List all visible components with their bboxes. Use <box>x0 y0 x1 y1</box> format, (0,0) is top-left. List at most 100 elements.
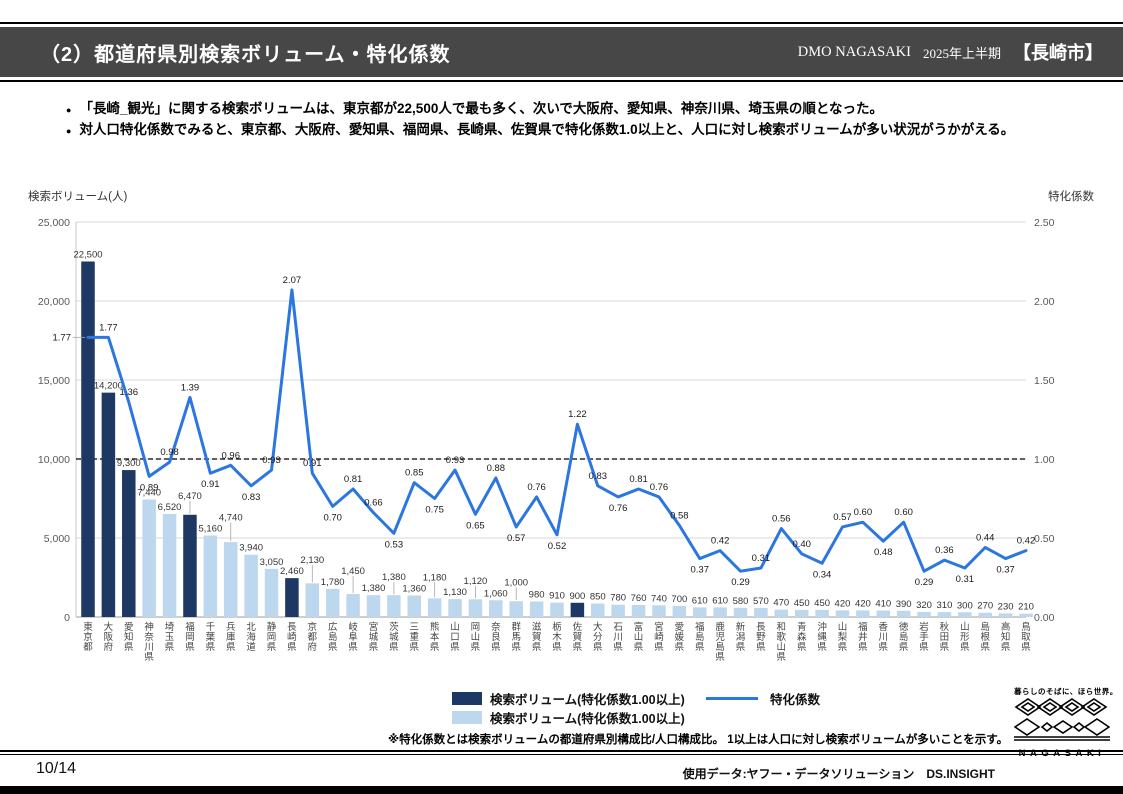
bar <box>346 594 360 617</box>
x-axis-label: 山口県 <box>450 622 460 653</box>
bar <box>978 612 992 617</box>
line-value-label: 0.81 <box>629 474 648 485</box>
bar <box>489 600 503 617</box>
x-axis-label: 香川県 <box>879 622 889 653</box>
bullet-icon: ● <box>66 105 72 115</box>
line-value-label: 0.88 <box>487 463 506 474</box>
bar <box>631 604 646 617</box>
line-value-label: 0.37 <box>690 565 709 576</box>
legend-swatch-dark <box>452 691 482 705</box>
x-axis-label: 兵庫県 <box>226 621 236 653</box>
line-value-label: 2.07 <box>283 275 302 286</box>
combo-chart: 0 0.00 5,000 0.50 10,000 1.00 15,000 1.50 20,000… <box>26 186 1098 692</box>
bar <box>325 588 340 617</box>
legend-item-line: 特化係数 <box>706 691 820 707</box>
left-axis-tick: 10,000 <box>38 454 70 466</box>
line-value-label: 0.57 <box>833 512 852 523</box>
line-value-label: 0.40 <box>792 539 811 550</box>
line-value-label: 0.81 <box>344 474 363 485</box>
period-text: 2025年上半期 <box>922 45 1001 61</box>
bar <box>774 609 789 617</box>
x-axis-label: 東京都 <box>83 621 93 653</box>
line-value-label: 0.96 <box>221 450 240 461</box>
bar <box>591 603 605 617</box>
bar-value-label: 1,120 <box>464 576 488 587</box>
right-axis-tick: 0.50 <box>1034 533 1055 545</box>
bar-value-label: 760 <box>631 593 647 604</box>
x-axis-label: 滋賀県 <box>532 621 542 653</box>
bar <box>81 261 95 617</box>
bullet-item: ● 対人口特化係数でみると、東京都、大阪府、愛知県、福岡県、長崎県、佐賀県で特化… <box>66 120 1070 141</box>
bar <box>713 607 727 617</box>
x-axis-label: 広島県 <box>328 621 338 653</box>
right-axis-tick: 1.00 <box>1034 454 1055 466</box>
line-value-label: 0.29 <box>915 577 934 588</box>
bar <box>244 554 258 617</box>
legend-item-bar-high: 検索ボリューム(特化係数1.00以上) <box>452 691 685 707</box>
bar <box>958 612 972 617</box>
x-axis-label: 埼玉県 <box>165 621 175 653</box>
bar <box>896 610 911 617</box>
coefficient-line <box>86 288 1028 573</box>
brand-text: DMO NAGASAKI <box>797 43 911 60</box>
bar <box>162 513 177 617</box>
x-axis-label: 岐阜県 <box>348 621 358 653</box>
bottom-bar <box>0 786 1123 794</box>
bar <box>794 609 809 617</box>
line-value-label: 0.93 <box>262 455 281 466</box>
legend-line-swatch <box>706 696 758 700</box>
bar <box>285 578 299 617</box>
bar-value-label: 390 <box>896 599 912 610</box>
x-axis-label: 熊本県 <box>430 621 440 653</box>
legend-label: 検索ボリューム(特化係数1.00以上) <box>490 692 685 707</box>
bullet-text: 「長崎_観光」に関する検索ボリュームは、東京都が22,500人で最も多く、次いで… <box>79 101 884 116</box>
line-value-label: 0.85 <box>405 468 424 479</box>
left-axis-tick: 5,000 <box>44 533 70 545</box>
line-value-label: 0.44 <box>976 532 995 543</box>
bar <box>570 602 585 617</box>
line-value-label: 0.34 <box>813 569 832 580</box>
bullet-text: 対人口特化係数でみると、東京都、大阪府、愛知県、福岡県、長崎県、佐賀県で特化係数… <box>79 121 1015 137</box>
line-value-label: 0.91 <box>201 479 220 490</box>
x-axis-label: 石川県 <box>613 622 623 653</box>
bar <box>448 599 462 617</box>
x-axis-label: 長野県 <box>756 622 766 653</box>
line-value-label: 0.42 <box>1017 536 1036 547</box>
bar <box>672 605 687 617</box>
bar-value-label: 610 <box>692 595 708 606</box>
bar-value-label: 1,380 <box>382 572 406 583</box>
x-axis-label: 和歌山県 <box>777 622 787 663</box>
bar <box>876 610 891 617</box>
x-axis-label: 佐賀県 <box>573 621 583 653</box>
x-axis-label: 奈良県 <box>491 621 501 653</box>
x-axis-label: 高知県 <box>1001 621 1011 653</box>
bar-value-label: 610 <box>712 595 728 606</box>
x-axis-label: 茨城県 <box>389 621 399 653</box>
bar-value-label: 850 <box>590 592 606 603</box>
line-value-label: 1.39 <box>181 382 200 393</box>
x-axis-label: 青森県 <box>797 621 807 653</box>
bar-value-label: 1,000 <box>504 577 528 588</box>
legend-item-bar-low: 検索ボリューム(特化係数1.00以上) <box>452 710 685 726</box>
bar <box>387 595 401 617</box>
chart-footnote: ※特化係数とは検索ボリュームの都道府県別構成比/人口構成比。 1以上は人口に対し… <box>388 734 1009 746</box>
x-axis-label: 静岡県 <box>267 621 277 653</box>
x-axis-label: 大阪府 <box>104 621 114 653</box>
bar <box>427 598 442 617</box>
line-value-label: 0.56 <box>772 514 791 525</box>
bar-value-label: 1,380 <box>362 583 386 594</box>
bar <box>917 611 931 617</box>
bar-value-label: 310 <box>937 600 953 611</box>
line-value-label: 0.83 <box>589 471 608 482</box>
right-axis-title: 特化係数 <box>1048 189 1094 203</box>
line-value-label: 0.57 <box>507 533 526 544</box>
line-value-label: 0.53 <box>385 539 404 550</box>
bar <box>856 610 870 617</box>
summary-bullets: ● 「長崎_観光」に関する検索ボリュームは、東京都が22,500人で最も多く、次… <box>66 99 1070 141</box>
line-value-label: 0.98 <box>160 447 179 458</box>
bar-value-label: 2,130 <box>300 555 324 566</box>
x-axis-label: 愛媛県 <box>675 621 685 653</box>
bar-value-label: 450 <box>794 598 810 609</box>
